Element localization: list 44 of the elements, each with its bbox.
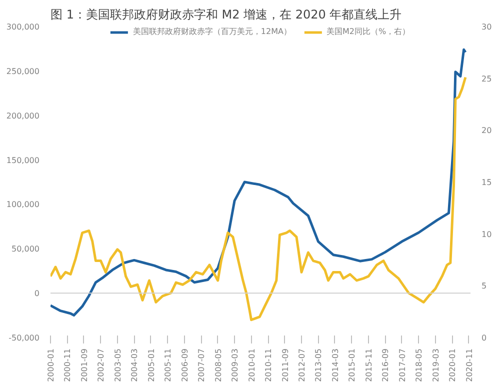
x-tick-label: 2008-05 [214, 348, 223, 382]
x-tick-label: 2009-03 [230, 348, 240, 382]
y2-tick-label: 30 [482, 22, 492, 32]
x-tick-label: 2005-11 [164, 348, 173, 382]
y2-tick-label: 15 [482, 178, 492, 187]
x-tick-label: 2014-03 [330, 348, 340, 382]
y2-tick-label: 20 [482, 126, 492, 136]
x-tick-label: 2020-11 [464, 348, 474, 382]
legend-label: 美国M2同比（%，右） [326, 26, 410, 37]
y2-tick-label: 5 [482, 282, 487, 291]
y2-tick-label: 0 [482, 334, 487, 342]
y-tick-label: 50,000 [12, 244, 40, 254]
x-tick-label: 2003-05 [113, 348, 122, 382]
y-tick-label: 250,000 [6, 66, 40, 76]
x-tick-label: 2010-01 [247, 348, 256, 382]
x-tick-label: 2002-07 [96, 348, 106, 382]
x-tick-label: 2012-07 [297, 348, 306, 382]
x-tick-label: 2001-09 [80, 348, 89, 382]
y-tick-label: 100,000 [6, 200, 40, 210]
y-tick-label: 300,000 [6, 22, 40, 32]
x-tick-label: 2004-03 [130, 348, 140, 382]
x-tick-label: 2000-11 [63, 348, 72, 382]
x-tick-label: 2005-01 [146, 348, 156, 382]
legend-label: 美国联邦政府财政赤字（百万美元，12MA） [132, 26, 292, 37]
x-tick-label: 2019-03 [431, 348, 440, 382]
x-tick-label: 2006-09 [180, 348, 190, 382]
y-tick-label: 0 [34, 289, 40, 298]
chart-title: 图 1：美国联邦政府财政赤字和 M2 增速，在 2020 年都直线上升 [50, 8, 402, 22]
y2-tick-label: 10 [482, 230, 492, 239]
y-tick-label: -50,000 [8, 334, 40, 342]
x-tick-label: 2018-05 [414, 348, 424, 382]
x-tick-label: 2007-07 [197, 348, 206, 382]
x-tick-label: 2011-09 [280, 348, 290, 382]
x-tick-label: 2010-11 [264, 348, 274, 382]
y-tick-label: 200,000 [6, 111, 40, 120]
y-tick-label: 150,000 [6, 156, 40, 165]
x-tick-label: 2016-09 [381, 348, 390, 382]
x-tick-label: 2000-01 [46, 348, 56, 382]
x-tick-label: 2013-05 [314, 348, 324, 382]
x-tick-label: 2015-11 [364, 348, 374, 382]
x-tick-label: 2017-07 [398, 348, 407, 382]
y2-tick-label: 25 [482, 74, 492, 84]
x-tick-label: 2015-01 [348, 348, 357, 382]
x-tick-label: 2020-01 [448, 348, 458, 382]
